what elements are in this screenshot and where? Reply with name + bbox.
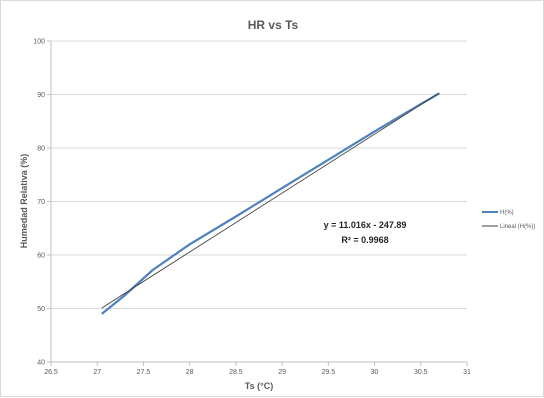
x-tick-label: 30.5 (414, 369, 428, 376)
x-tick-label: 27 (93, 369, 101, 376)
x-tick-label: 30 (371, 369, 379, 376)
x-tick-label: 31 (463, 369, 471, 376)
y-tick-labels: 40 50 60 70 80 90 100 (33, 39, 45, 367)
y-tick-label: 90 (37, 92, 45, 99)
x-tick-label: 28.5 (229, 369, 243, 376)
trendline-equation: y = 11.016x - 247.89 (324, 220, 407, 230)
y-tick-label: 100 (33, 39, 45, 46)
trendline-lineal (101, 92, 440, 309)
x-axis-title: Ts (°C) (245, 381, 273, 391)
x-tick-label: 27.5 (137, 369, 151, 376)
x-tick-label: 29 (278, 369, 286, 376)
x-tick-label: 29.5 (322, 369, 336, 376)
series-layer (101, 92, 440, 315)
legend-label-h: H(%) (500, 210, 514, 216)
y-tick-label: 60 (37, 253, 45, 260)
x-tick-label: 26.5 (44, 369, 58, 376)
legend-label-lineal: Lineal (H(%)) (500, 224, 535, 230)
y-tick-label: 50 (37, 306, 45, 313)
chart-title: HR vs Ts (248, 18, 299, 32)
x-tick-labels: 26.5 27 27.5 28 28.5 29 29.5 30 30.5 31 (44, 362, 471, 376)
legend: H(%) Lineal (H(%)) (482, 210, 535, 230)
trendline-r-squared: R² = 0.9968 (341, 235, 388, 245)
y-tick-label: 70 (37, 199, 45, 206)
y-tick-label: 40 (37, 360, 45, 367)
y-tick-label: 80 (37, 146, 45, 153)
gridlines (47, 40, 467, 363)
y-axis-title: Humedad Relativa (%) (19, 154, 29, 249)
x-tick-label: 28 (186, 369, 194, 376)
series-line-h (101, 92, 440, 315)
